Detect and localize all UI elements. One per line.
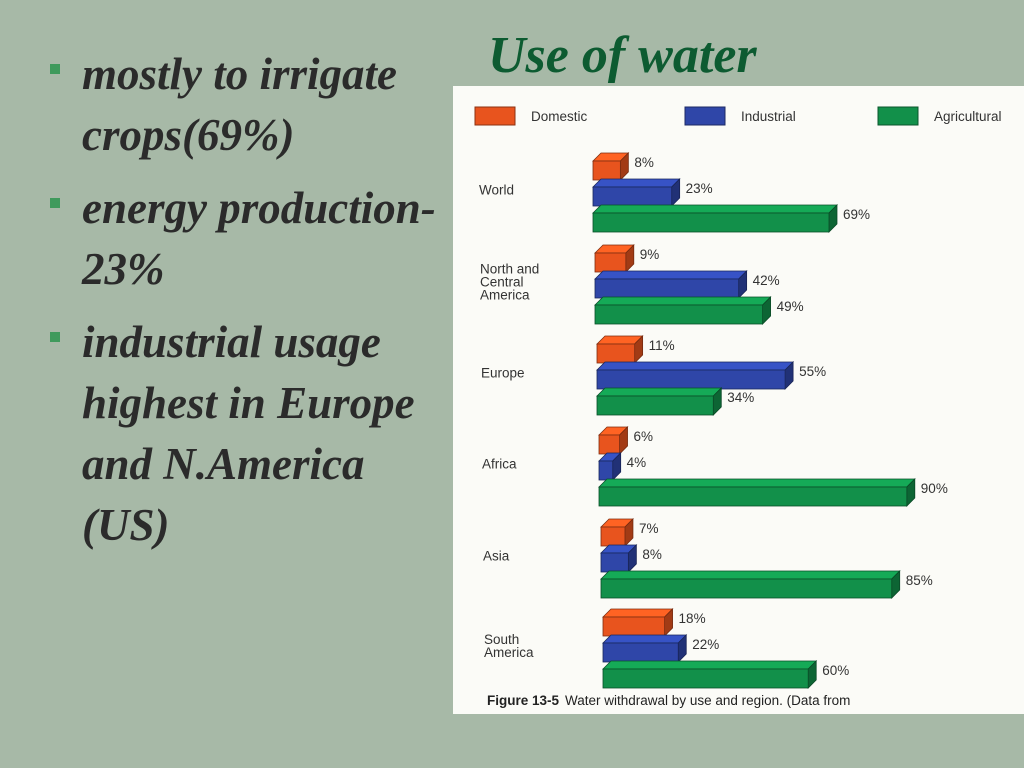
agricultural-value-label-2: 34% [727,390,754,405]
bullet-list: mostly to irrigate crops(69%) energy pro… [46,44,446,568]
industrial-value-label-0: 23% [686,181,713,196]
category-label-5-0: South [484,632,519,647]
industrial-bar-0 [592,186,673,207]
domestic-value-label-3: 6% [634,429,654,444]
agricultural-value-label-5: 60% [822,663,849,678]
agricultural-bar-1 [594,304,763,325]
agricultural-value-label-0: 69% [843,207,870,222]
domestic-value-label-2: 11% [649,338,675,353]
bullet-item-irrigation: mostly to irrigate crops(69%) [46,44,446,166]
category-label-3-0: Africa [482,457,517,472]
agricultural-bar-4-top [600,570,901,580]
figure-caption-label: Figure 13-5 [487,693,560,708]
industrial-bar-0-top [592,178,681,188]
agricultural-bar-2-top [596,387,723,397]
domestic-bar-5-top [602,608,674,618]
category-label-2-0: Europe [481,366,525,381]
legend-label-agricultural: Agricultural [934,109,1002,124]
domestic-value-label-0: 8% [634,155,654,170]
water-withdrawal-chart: Domestic Industrial Agricultural World 8% 23%… [474,106,1002,689]
industrial-bar-2-top [596,361,795,371]
industrial-value-label-4: 8% [642,547,662,562]
bullet-text: mostly to irrigate crops(69%) [82,49,397,160]
domestic-value-label-4: 7% [639,521,659,536]
domestic-bar-4 [600,526,626,547]
bullet-item-energy: energy production-23% [46,178,446,300]
industrial-bar-4 [600,552,629,573]
agricultural-bar-3 [598,486,908,507]
agricultural-bar-0 [592,212,830,233]
legend-swatch-domestic [474,106,516,126]
chart-figure: Domestic Industrial Agricultural World 8% 23%… [453,86,1024,714]
bullet-text: industrial usage highest in Europe and N… [82,317,415,550]
figure-caption-text: Water withdrawal by use and region. (Dat… [565,693,851,708]
agricultural-bar-0-top [592,204,838,214]
industrial-bar-5-top [602,634,688,644]
agricultural-value-label-4: 85% [906,573,933,588]
category-label-1-0: North and [480,262,539,277]
domestic-bar-0 [592,160,621,181]
legend-label-domestic: Domestic [531,109,588,124]
agricultural-value-label-3: 90% [921,481,948,496]
domestic-bar-1 [594,252,627,273]
industrial-value-label-2: 55% [799,364,826,379]
domestic-bar-3 [598,434,620,455]
industrial-bar-1 [594,278,740,299]
agricultural-bar-4 [600,578,893,599]
bullet-item-industrial: industrial usage highest in Europe and N… [46,312,446,556]
industrial-bar-2 [596,369,786,390]
agricultural-bar-5-top [602,660,818,670]
bullet-text: energy production-23% [82,183,436,294]
square-bullet-icon [50,198,60,208]
category-label-5-1: America [484,645,534,660]
agricultural-value-label-1: 49% [777,299,804,314]
square-bullet-icon [50,64,60,74]
legend-swatch-agricultural [877,106,919,126]
square-bullet-icon [50,332,60,342]
industrial-value-label-1: 42% [753,273,780,288]
industrial-bar-1-top [594,270,748,280]
industrial-value-label-3: 4% [627,455,647,470]
agricultural-bar-3-top [598,478,916,488]
category-label-1-1: Central [480,275,524,290]
industrial-bar-5 [602,642,679,663]
slide-title: Use of water [488,27,757,84]
category-label-1-2: America [480,288,530,303]
agricultural-bar-2 [596,395,714,416]
figure-caption: Figure 13-5 Water withdrawal by use and r… [487,693,850,708]
legend-swatch-industrial [684,106,726,126]
domestic-bar-2 [596,343,636,364]
domestic-value-label-1: 9% [640,247,660,262]
category-label-0-0: World [479,183,514,198]
industrial-bar-3 [598,460,614,481]
domestic-bar-5 [602,616,665,637]
category-label-4-0: Asia [483,549,510,564]
domestic-value-label-5: 18% [679,611,706,626]
legend-label-industrial: Industrial [741,109,796,124]
agricultural-bar-5 [602,668,809,689]
agricultural-bar-1-top [594,296,772,306]
industrial-value-label-5: 22% [692,637,719,652]
